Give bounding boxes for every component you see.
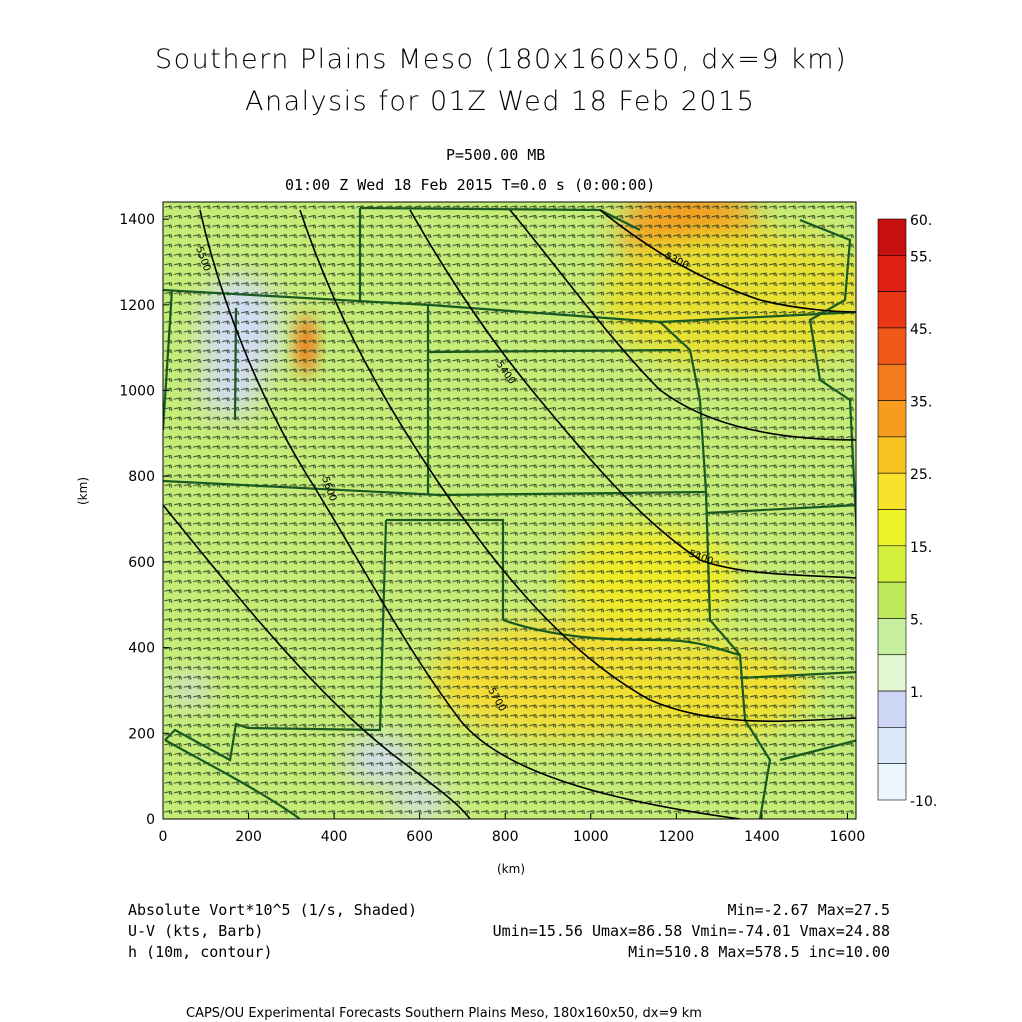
boundary-kansas-north bbox=[427, 348, 681, 354]
colorbar-swatch bbox=[877, 690, 907, 728]
y-axis-label: (km) bbox=[76, 476, 90, 505]
colorbar: 60. 55. 45. 35. 25. 15. 5. 1. -10. bbox=[877, 213, 937, 810]
colorbar-swatch bbox=[877, 363, 907, 401]
legend-row3-left: h (10m, contour) bbox=[128, 943, 273, 961]
colorbar-swatch bbox=[877, 472, 907, 510]
boundary-ark-north bbox=[705, 504, 856, 515]
colorbar-label: 1. bbox=[910, 685, 923, 701]
colorbar-swatch bbox=[877, 581, 907, 619]
colorbar-swatch bbox=[877, 400, 907, 438]
boundary-texas-panhandle bbox=[386, 518, 505, 620]
colorbar-swatch bbox=[877, 763, 907, 801]
colorbar-label: 45. bbox=[910, 322, 932, 338]
y-tick-label: 0 bbox=[146, 812, 155, 828]
legend-row2-left: U-V (kts, Barb) bbox=[128, 922, 264, 940]
colorbar-swatch bbox=[877, 327, 907, 365]
contour-5600 bbox=[299, 209, 856, 722]
colorbar-label: 5. bbox=[910, 612, 923, 628]
colorbar-label: 25. bbox=[910, 467, 932, 483]
boundary-mississippi bbox=[799, 218, 856, 543]
x-axis-label: (km) bbox=[497, 862, 526, 876]
x-tick-label: 1000 bbox=[573, 829, 609, 845]
colorbar-label: 55. bbox=[910, 249, 932, 265]
colorbar-swatch bbox=[877, 255, 907, 292]
height-contours bbox=[163, 209, 856, 819]
boundary-red-river bbox=[502, 618, 741, 657]
colorbar-swatch bbox=[877, 545, 907, 583]
level-label: P=500.00 MB bbox=[446, 146, 546, 164]
y-tick-label: 1400 bbox=[119, 212, 155, 228]
x-tick-label: 600 bbox=[406, 829, 433, 845]
legend-row1-left: Absolute Vort*10^5 (1/s, Shaded) bbox=[128, 901, 417, 919]
x-tick-label: 800 bbox=[492, 829, 519, 845]
footer-credit: CAPS/OU Experimental Forecasts Southern … bbox=[186, 1006, 702, 1021]
x-tick-label: 1400 bbox=[744, 829, 780, 845]
title-line-2: Analysis for 01Z Wed 18 Feb 2015 bbox=[245, 86, 756, 117]
colorbar-swatch bbox=[877, 618, 907, 656]
boundary-36n bbox=[163, 479, 707, 497]
title-line-1: Southern Plains Meso (180x160x50, dx=9 k… bbox=[155, 44, 848, 75]
legend-row3-right: Min=510.8 Max=578.5 inc=10.00 bbox=[628, 943, 890, 961]
colorbar-swatch bbox=[877, 291, 907, 329]
colorbar-swatch bbox=[877, 436, 907, 474]
y-tick-label: 800 bbox=[128, 469, 155, 485]
y-tick-label: 400 bbox=[128, 641, 155, 657]
colorbar-swatch bbox=[877, 727, 907, 764]
time-label: 01:00 Z Wed 18 Feb 2015 T=0.0 s (0:00:00… bbox=[285, 176, 656, 194]
x-tick-label: 200 bbox=[235, 829, 262, 845]
y-tick-label: 200 bbox=[128, 726, 155, 742]
colorbar-label: 15. bbox=[910, 540, 932, 556]
contour-5400 bbox=[509, 209, 856, 441]
contour-5500 bbox=[409, 209, 856, 579]
colorbar-label: -10. bbox=[910, 794, 937, 810]
legend-row1-right: Min=-2.67 Max=27.5 bbox=[727, 901, 890, 919]
colorbar-swatch bbox=[877, 218, 907, 256]
y-tick-label: 600 bbox=[128, 555, 155, 571]
x-tick-label: 0 bbox=[159, 829, 168, 845]
colorbar-label: 35. bbox=[910, 395, 932, 411]
boundary-missouri bbox=[659, 321, 708, 493]
contour-5700 bbox=[199, 209, 741, 819]
boundary-arkansas bbox=[704, 491, 772, 819]
contour-5300 bbox=[599, 209, 856, 313]
boundary-mexico bbox=[164, 739, 301, 819]
boundary-gulf bbox=[779, 739, 856, 762]
boundary-louisiana bbox=[739, 671, 856, 680]
boundary-colorado-north bbox=[163, 288, 856, 324]
y-tick-label: 1000 bbox=[119, 384, 155, 400]
plot-frame bbox=[162, 201, 857, 820]
x-tick-label: 400 bbox=[321, 829, 348, 845]
x-tick-label: 1200 bbox=[659, 829, 695, 845]
colorbar-label: 60. bbox=[910, 213, 932, 229]
x-tick-label: 1600 bbox=[830, 829, 866, 845]
colorbar-swatch bbox=[877, 654, 907, 692]
legend-row2-right: Umin=15.56 Umax=86.58 Vmin=-74.01 Vmax=2… bbox=[492, 922, 890, 940]
x-axis-ticks: 0 200 400 600 800 1000 1200 1400 1600 bbox=[159, 813, 866, 845]
boundary-texas-east bbox=[164, 519, 388, 762]
y-tick-label: 1200 bbox=[119, 298, 155, 314]
y-axis-ticks: 0 200 400 600 800 1000 1200 1400 bbox=[119, 212, 169, 828]
state-boundaries bbox=[163, 206, 856, 819]
colorbar-swatch bbox=[877, 509, 907, 547]
contour-5800 bbox=[163, 504, 471, 819]
